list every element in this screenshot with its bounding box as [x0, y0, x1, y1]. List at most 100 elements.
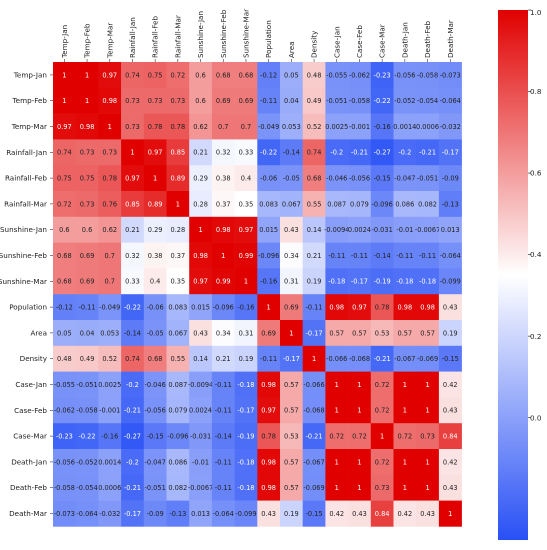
- heatmap-cell: [189, 191, 213, 218]
- cell-value-label: 0.68: [216, 71, 231, 79]
- heatmap-cell: [280, 423, 303, 450]
- heatmap-cell: [211, 268, 235, 295]
- heatmap-cell: [211, 216, 235, 243]
- heatmap-cell: [302, 423, 326, 450]
- cell-value-label: -0.14: [374, 252, 391, 260]
- heatmap-cell: [370, 87, 394, 114]
- cell-value-label: -0.11: [260, 97, 277, 105]
- cell-value-label: -0.068: [349, 355, 370, 363]
- cell-value-label: 0.73: [125, 123, 140, 131]
- cell-value-label: 0.38: [216, 175, 231, 183]
- cell-value-label: 0.0025: [98, 381, 121, 389]
- heatmap-cell: [438, 320, 462, 347]
- cell-value-label: 0.98: [261, 381, 276, 389]
- cell-value-label: -0.056: [349, 175, 370, 183]
- cell-value-label: -0.18: [237, 458, 254, 466]
- cell-value-label: 1: [176, 200, 180, 208]
- heatmap-cell: [393, 294, 417, 321]
- cell-value-label: 0.086: [168, 458, 187, 466]
- heatmap-cell: [166, 345, 190, 372]
- cell-value-label: -0.049: [258, 123, 279, 131]
- cell-value-label: -0.049: [99, 304, 120, 312]
- cell-value-label: -0.06: [147, 304, 164, 312]
- heatmap-cell: [98, 320, 122, 347]
- heatmap-cell: [98, 62, 122, 89]
- heatmap-cell: [234, 87, 258, 114]
- heatmap-cell: [166, 62, 190, 89]
- cell-value-label: -0.16: [374, 123, 391, 131]
- cell-value-label: -0.21: [351, 149, 368, 157]
- heatmap-cell: [348, 345, 372, 372]
- heatmap-cell: [121, 320, 145, 347]
- cell-value-label: 0.75: [80, 175, 95, 183]
- heatmap-cell: [189, 474, 213, 501]
- cell-value-label: 0.0006: [98, 484, 121, 492]
- cell-value-label: 0.053: [100, 329, 119, 337]
- heatmap-cell: [211, 294, 235, 321]
- cell-value-label: 0.0025: [325, 123, 348, 131]
- cell-value-label: 0.0024: [189, 407, 212, 415]
- cell-value-label: 0.6: [195, 97, 206, 105]
- cell-value-label: 0.69: [216, 97, 231, 105]
- heatmap-cell: [53, 216, 76, 243]
- heatmap-cell: [98, 191, 122, 218]
- heatmap-cell: [75, 500, 99, 527]
- cell-value-label: 0.28: [171, 226, 186, 234]
- cell-value-label: -0.11: [215, 381, 232, 389]
- cell-value-label: 0.087: [168, 381, 187, 389]
- cell-value-label: -0.22: [260, 149, 277, 157]
- cell-value-label: 0.28: [193, 200, 208, 208]
- heatmap-cell: [325, 268, 349, 295]
- column-tick-label: Temp-Jan: [60, 25, 69, 59]
- heatmap-cell: [257, 345, 281, 372]
- colorbar-tick-label: 0.8: [530, 87, 542, 96]
- heatmap-cell: [348, 216, 372, 243]
- heatmap-cell: [211, 165, 235, 192]
- cell-value-label: 0.14: [193, 355, 208, 363]
- heatmap-cell: [257, 371, 281, 398]
- heatmap-cell: [98, 423, 122, 450]
- cell-value-label: -0.11: [215, 458, 232, 466]
- column-tick-label: Sunshine-Feb: [219, 9, 228, 58]
- heatmap-cell: [143, 139, 167, 166]
- heatmap-cell: [348, 87, 372, 114]
- heatmap-cell: [370, 216, 394, 243]
- cell-value-label: 1: [448, 510, 452, 518]
- cell-value-label: 0.74: [125, 71, 140, 79]
- cell-value-label: 0.98: [398, 304, 413, 312]
- cell-value-label: 1: [357, 407, 361, 415]
- heatmap-cell: [280, 62, 303, 89]
- heatmap-cell: [348, 165, 372, 192]
- heatmap-cell: [234, 423, 258, 450]
- cell-value-label: -0.17: [283, 355, 300, 363]
- heatmap-cell: [416, 397, 440, 424]
- heatmap-cell: [348, 397, 372, 424]
- cell-value-label: 0.98: [261, 458, 276, 466]
- heatmap-cell: [302, 216, 326, 243]
- heatmap-cell: [348, 62, 372, 89]
- heatmap-cell: [370, 345, 394, 372]
- heatmap-cell: [438, 397, 462, 424]
- heatmap-cell: [143, 423, 167, 450]
- cell-value-label: -0.0094: [188, 381, 213, 389]
- cell-value-label: -0.046: [326, 175, 347, 183]
- column-tick-label: Rainfall-Jan: [128, 17, 137, 58]
- row-tick-label: Temp-Jan: [13, 70, 47, 79]
- column-tick-label: Death-Feb: [423, 21, 432, 58]
- cell-value-label: -0.062: [54, 407, 75, 415]
- cell-value-label: -0.05: [147, 329, 164, 337]
- cell-value-label: 0.97: [102, 71, 117, 79]
- heatmap-cell: [75, 397, 99, 424]
- heatmap-cell: [121, 113, 145, 140]
- colorbar-tick-label: 1.0: [530, 8, 542, 17]
- heatmap-cell: [234, 62, 258, 89]
- cell-value-label: -0.046: [145, 381, 166, 389]
- heatmap-cell: [325, 474, 349, 501]
- heatmap-cell: [325, 165, 349, 192]
- cell-value-label: 0.68: [57, 252, 72, 260]
- heatmap-cell: [257, 294, 281, 321]
- heatmap-cell: [234, 320, 258, 347]
- cell-value-label: -0.062: [349, 71, 370, 79]
- heatmap-cell: [234, 216, 258, 243]
- cell-value-label: 0.43: [284, 226, 299, 234]
